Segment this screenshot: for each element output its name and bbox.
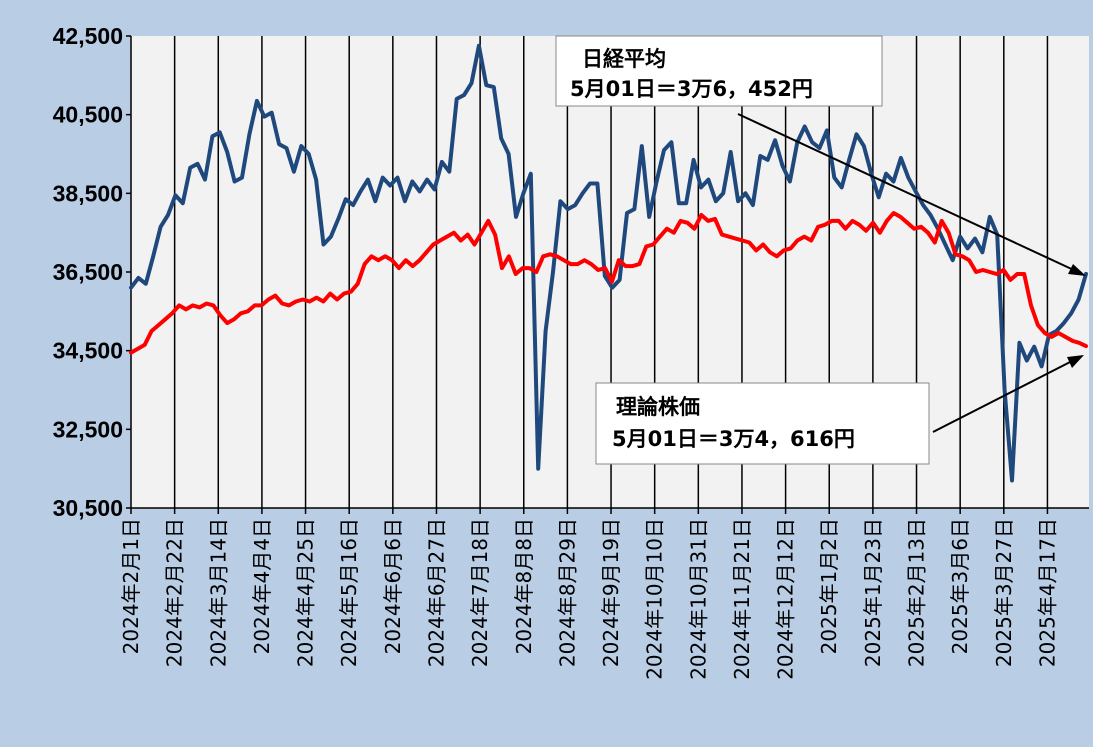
- theory-series-line: [129, 211, 1088, 355]
- x-tick-label: 2024年7月18日: [468, 518, 492, 667]
- y-tick-label: 38,500: [53, 180, 123, 206]
- nikkei-arrow-head: [1068, 264, 1086, 276]
- x-tick-label: 2025年2月13日: [905, 518, 929, 667]
- x-tick-label: 2024年9月19日: [599, 518, 623, 667]
- x-tick-label: 2024年4月25日: [294, 518, 318, 667]
- x-tick-label: 2024年6月6日: [381, 518, 405, 654]
- y-tick-labels: 30,500 32,500 34,500 36,500 38,500 40,500 42,5…: [53, 23, 131, 521]
- x-tick-label: 2025年3月6日: [948, 518, 972, 654]
- y-tick-label: 30,500: [53, 495, 123, 521]
- x-tick-label: 2024年8月29日: [555, 518, 579, 667]
- nikkei-annotation-title: 日経平均: [582, 47, 666, 71]
- x-tick-label: 2024年3月14日: [206, 518, 230, 667]
- theory-annotation-value: 5月01日＝3万4，616円: [612, 427, 855, 451]
- x-tick-label: 2024年5月16日: [337, 518, 361, 667]
- x-tick-label: 2024年11月21日: [730, 518, 754, 680]
- theory-annotation-title: 理論株価: [616, 395, 700, 419]
- y-tick-label: 40,500: [53, 102, 123, 128]
- x-tick-label: 2024年10月31日: [686, 518, 710, 680]
- y-tick-label: 42,500: [53, 23, 123, 49]
- x-tick-label: 2025年4月17日: [1035, 518, 1059, 667]
- x-tick-label: 2024年2月1日: [119, 518, 143, 654]
- x-tick-label: 2024年12月12日: [774, 518, 798, 680]
- y-tick-label: 34,500: [53, 338, 123, 364]
- x-tick-label: 2025年3月27日: [992, 518, 1016, 667]
- x-tick-label: 2024年8月8日: [512, 518, 536, 654]
- x-tick-label: 2025年1月2日: [817, 518, 841, 654]
- x-tick-label: 2024年4月4日: [250, 518, 274, 654]
- y-tick-label: 36,500: [53, 259, 123, 285]
- theory-annotation-box: [595, 382, 930, 465]
- nikkei-annotation-value: 5月01日＝3万6，452円: [570, 77, 813, 101]
- nikkei-annotation-arrow: [737, 113, 1079, 273]
- theory-arrow-head: [1067, 355, 1084, 368]
- nikkei-series-line: [129, 43, 1088, 483]
- series-lines: [129, 43, 1088, 483]
- x-tick-label: 2025年1月23日: [861, 518, 885, 667]
- x-tick-label: 2024年6月27日: [424, 518, 448, 667]
- x-tick-label: 2024年2月22日: [163, 518, 187, 667]
- x-tick-labels: 2024年2月1日 2024年2月22日 2024年3月14日 2024年4月4日 20…: [119, 508, 1059, 680]
- theory-annotation-arrow: [932, 358, 1077, 433]
- x-tick-label: 2024年10月10日: [643, 518, 667, 680]
- nikkei-annotation-box: [555, 35, 883, 107]
- y-tick-label: 32,500: [53, 416, 123, 442]
